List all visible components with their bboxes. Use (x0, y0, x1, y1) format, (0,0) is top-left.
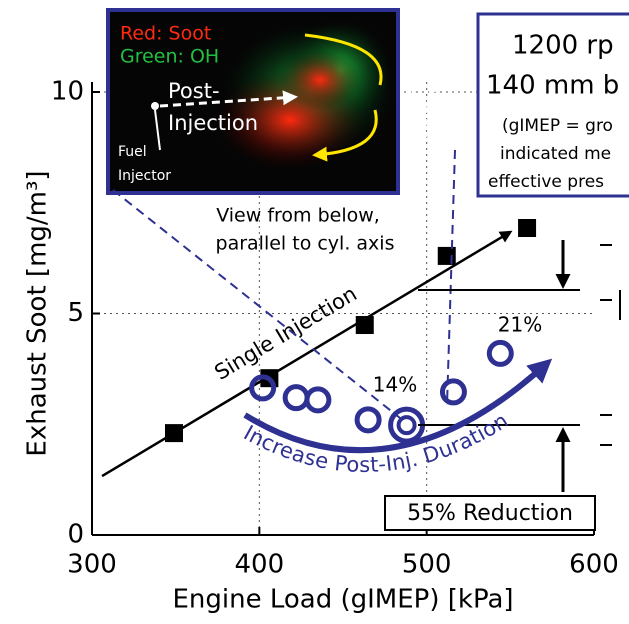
inset: Red: Soot Green: OH Post- Injection Fuel… (108, 10, 448, 193)
y-tick-label: 0 (67, 520, 84, 550)
y-tick-label: 5 (67, 298, 84, 328)
inset-label: Post- (168, 79, 220, 103)
data-point (442, 381, 464, 403)
annotation: 55% Reduction (407, 501, 573, 526)
data-point (438, 247, 456, 265)
inset-label: Injection (168, 111, 258, 135)
chart: 300 400 500 600 0 5 10 Engine Load (gIMEP) [kPa… (0, 0, 629, 620)
condition: (gIMEP = gro (502, 116, 613, 136)
inset-label: Piston Bowl Wall (412, 52, 449, 159)
y-tick-label: 10 (51, 77, 84, 107)
data-point (357, 409, 379, 431)
inset-label: Red: Soot (120, 23, 211, 45)
data-point (307, 389, 329, 411)
inset-label: Fuel (118, 144, 147, 160)
zoom-line (447, 150, 455, 405)
condition: indicated me (500, 144, 611, 164)
data-point (489, 342, 511, 364)
x-axis-label: Engine Load (gIMEP) [kPa] (172, 585, 513, 615)
inset-label: Green: OH (120, 46, 219, 68)
condition: 140 mm b (486, 71, 619, 101)
annotation: 14% (373, 373, 417, 397)
data-point (285, 387, 307, 409)
annotation: parallel to cyl. axis (216, 233, 395, 255)
y-axis-label: Exhaust Soot [mg/m³] (23, 170, 53, 456)
annotation: View from below, (216, 205, 380, 227)
data-point (356, 316, 374, 334)
condition: effective pres (488, 172, 604, 192)
annotation: 21% (498, 313, 542, 337)
partial-axis (600, 245, 620, 445)
x-tick-label: 500 (402, 550, 452, 580)
condition: 1200 rp (512, 31, 614, 61)
x-tick-label: 300 (67, 550, 117, 580)
inset-label: Injector (118, 168, 171, 184)
data-point (165, 424, 183, 442)
soot-region (280, 50, 360, 110)
x-tick-label: 600 (569, 550, 619, 580)
injector-dot (151, 102, 159, 110)
x-tick-label: 400 (235, 550, 285, 580)
data-point (518, 219, 536, 237)
